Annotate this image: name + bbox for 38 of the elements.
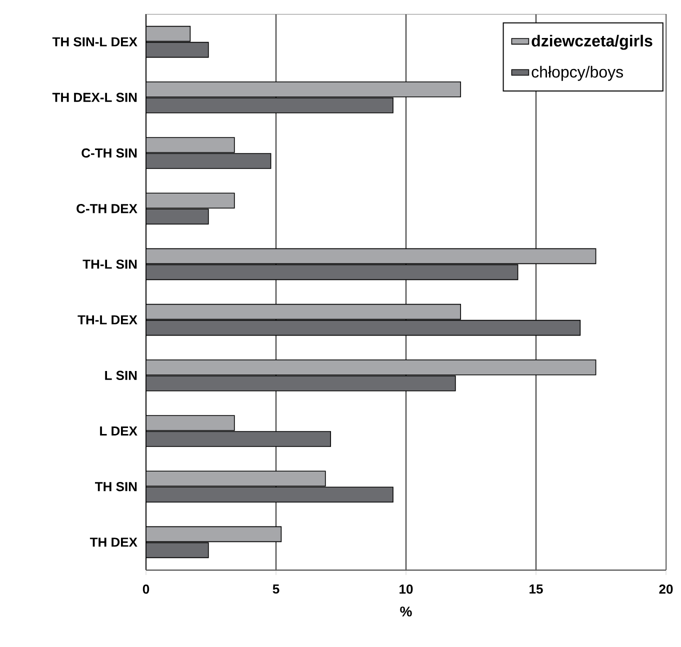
y-tick-label: TH-L DEX	[78, 315, 138, 324]
bar	[146, 192, 235, 208]
bar	[146, 248, 596, 264]
bar	[146, 98, 394, 114]
bar	[146, 137, 235, 153]
bar	[146, 526, 282, 542]
legend-label: chłopcy/boys	[532, 66, 623, 81]
bar	[146, 486, 394, 503]
y-tick-label: L SIN	[105, 370, 137, 380]
y-tick-label: C-TH SIN	[82, 148, 137, 158]
bar	[146, 42, 209, 58]
bar	[146, 415, 235, 431]
y-tick-label: TH-L SIN	[82, 260, 137, 269]
legend-label: dziewczeta/girls	[532, 34, 652, 50]
bar	[146, 431, 331, 447]
bar	[146, 360, 596, 376]
x-tick-label: 0	[142, 584, 150, 594]
bar	[146, 264, 518, 280]
bar	[146, 304, 462, 320]
y-tick-label: TH DEX	[90, 538, 138, 547]
bar	[146, 470, 326, 487]
x-tick-label: 5	[272, 584, 280, 594]
bar	[146, 542, 209, 558]
y-tick-label: C-TH DEX	[76, 204, 138, 214]
y-tick-label: L DEX	[100, 426, 138, 436]
x-tick-label: 20	[659, 584, 673, 594]
bar	[146, 26, 191, 42]
bar	[146, 320, 581, 336]
x-tick-label: 15	[530, 584, 543, 594]
y-tick-label: TH SIN	[95, 482, 137, 492]
x-axis-title: %	[400, 606, 412, 616]
bar	[146, 376, 456, 392]
bar	[146, 153, 272, 169]
x-tick-label: 10	[400, 584, 413, 594]
bar	[146, 208, 209, 224]
bar	[146, 82, 462, 98]
y-tick-label: TH SIN-L DEX	[52, 37, 138, 46]
y-tick-label: TH DEX-L SIN	[52, 92, 137, 102]
